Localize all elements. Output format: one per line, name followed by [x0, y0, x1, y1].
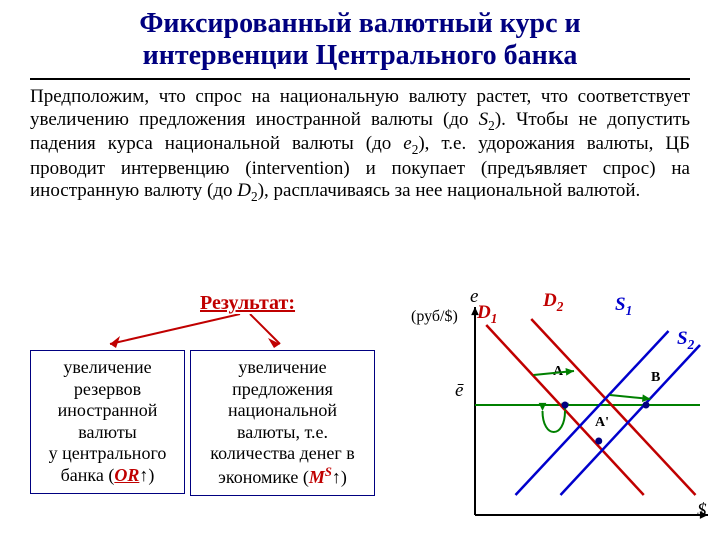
box2-l5: количества денег в — [210, 443, 354, 463]
box2-l4: валюты, т.е. — [237, 422, 328, 442]
box2-arrow: ↑ — [332, 467, 341, 487]
box1-or: OR — [114, 465, 139, 485]
box2-ms-m: M — [309, 467, 325, 487]
box1-l6b: ) — [148, 465, 154, 485]
para-d2: D — [237, 180, 251, 201]
para-s2sub: 2 — [488, 118, 495, 133]
box1-l5: у центрального — [49, 443, 167, 463]
result-box-reserves: увеличение резервов иностранной валюты у… — [30, 350, 185, 494]
box2-l1: увеличение — [238, 357, 326, 377]
box2-l6b: ) — [341, 467, 347, 487]
box2-ms-s: S — [325, 465, 332, 479]
box2-l6a: экономике ( — [218, 467, 309, 487]
title-line-2: интервенции Центрального банка — [143, 40, 578, 71]
para-d2sub: 2 — [251, 189, 258, 204]
box1-l1: увеличение — [63, 357, 151, 377]
main-paragraph: Предположим, что спрос на национальную в… — [0, 86, 720, 204]
box2-l3: национальной — [228, 400, 337, 420]
para-e2: e — [403, 133, 411, 154]
para-s2: S — [479, 109, 489, 130]
result-label: Результат: — [200, 292, 295, 315]
box1-l6a: банка ( — [61, 465, 115, 485]
page-title: Фиксированный валютный курс и интервенци… — [0, 0, 720, 76]
result-box-money-supply: увеличение предложения национальной валю… — [190, 350, 375, 496]
chart-svg — [395, 290, 715, 535]
box1-l2: резервов — [74, 379, 141, 399]
supply-demand-chart: e (руб/$) $ ē D1 D2 S1 S2 A A' B — [395, 290, 715, 535]
title-rule — [30, 78, 690, 80]
title-line-1: Фиксированный валютный курс и — [139, 8, 580, 39]
box1-l4: валюты — [78, 422, 137, 442]
para-p4: ), расплачиваясь за нее национальной вал… — [258, 180, 641, 201]
result-arrows — [90, 314, 300, 354]
box1-l3: иностранной — [58, 400, 158, 420]
box2-l2: предложения — [232, 379, 333, 399]
